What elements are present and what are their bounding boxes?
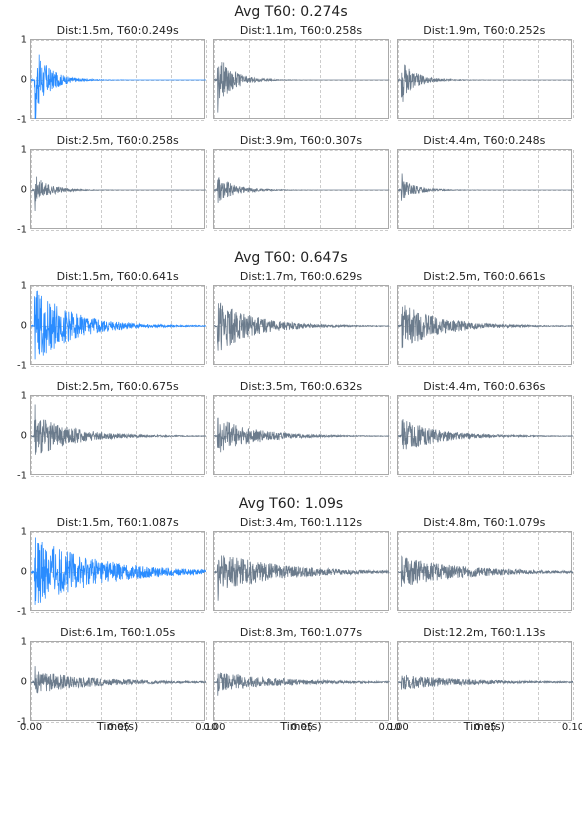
group-title: Avg T60: 0.647s <box>0 250 582 266</box>
subplot: Dist:12.2m, T60:1.13s 0.000.050.10 <box>397 626 572 721</box>
subplot: Dist:1.5m, T60:0.641s -101 <box>30 270 205 365</box>
axes: -101 <box>30 395 205 475</box>
subplot-title: Dist:4.4m, T60:0.248s <box>397 134 572 147</box>
subplot: Dist:6.1m, T60:1.05s -1010.000.050.10 <box>30 626 205 721</box>
ytick-label: -1 <box>17 361 31 372</box>
axes <box>397 285 572 365</box>
axes: 0.000.050.10 <box>213 641 388 721</box>
subplot: Dist:2.5m, T60:0.258s -101 <box>30 134 205 229</box>
axes <box>397 149 572 229</box>
ytick-label: 0 <box>21 185 31 196</box>
axes: -101 <box>30 149 205 229</box>
ytick-label: 0 <box>21 75 31 86</box>
axes <box>397 395 572 475</box>
ytick-label: 1 <box>21 527 31 538</box>
subplot: Dist:3.5m, T60:0.632s <box>213 380 388 475</box>
subplot-title: Dist:2.5m, T60:0.675s <box>30 380 205 393</box>
ytick-label: -1 <box>17 471 31 482</box>
axes: 0.000.050.10 <box>397 641 572 721</box>
group-title: Avg T60: 1.09s <box>0 496 582 512</box>
subplot-title: Dist:8.3m, T60:1.077s <box>213 626 388 639</box>
subplot-title: Dist:2.5m, T60:0.258s <box>30 134 205 147</box>
ytick-label: -1 <box>17 225 31 236</box>
group-title: Avg T60: 0.274s <box>0 4 582 20</box>
ytick-label: 0 <box>21 431 31 442</box>
subplot-title: Dist:1.1m, T60:0.258s <box>213 24 388 37</box>
subplot-title: Dist:6.1m, T60:1.05s <box>30 626 205 639</box>
subplot-title: Dist:1.7m, T60:0.629s <box>213 270 388 283</box>
subplot: Dist:3.9m, T60:0.307s <box>213 134 388 229</box>
axes <box>397 531 572 611</box>
axes <box>397 39 572 119</box>
axes: -101 <box>30 285 205 365</box>
subplot: Dist:8.3m, T60:1.077s 0.000.050.10 <box>213 626 388 721</box>
subplot-title: Dist:4.4m, T60:0.636s <box>397 380 572 393</box>
subplot: Dist:1.9m, T60:0.252s <box>397 24 572 119</box>
subplot: Dist:4.4m, T60:0.248s <box>397 134 572 229</box>
subplot: Dist:1.5m, T60:0.249s -101 <box>30 24 205 119</box>
ytick-label: 1 <box>21 391 31 402</box>
ytick-label: 1 <box>21 145 31 156</box>
subplot: Dist:4.4m, T60:0.636s <box>397 380 572 475</box>
ytick-label: -1 <box>17 115 31 126</box>
subplot-title: Dist:4.8m, T60:1.079s <box>397 516 572 529</box>
subplot: Dist:1.5m, T60:1.087s -101 <box>30 516 205 611</box>
subplot: Dist:2.5m, T60:0.661s <box>397 270 572 365</box>
axes: -1010.000.050.10 <box>30 641 205 721</box>
subplot: Dist:4.8m, T60:1.079s <box>397 516 572 611</box>
subplot-title: Dist:3.9m, T60:0.307s <box>213 134 388 147</box>
xlabel: Time(s) <box>397 720 572 733</box>
subplot-title: Dist:1.9m, T60:0.252s <box>397 24 572 37</box>
ytick-label: 1 <box>21 637 31 648</box>
subplot: Dist:3.4m, T60:1.112s <box>213 516 388 611</box>
xlabel: Time(s) <box>30 720 205 733</box>
ytick-label: 0 <box>21 567 31 578</box>
axes <box>213 149 388 229</box>
ytick-label: -1 <box>17 607 31 618</box>
axes <box>213 395 388 475</box>
subplot-title: Dist:1.5m, T60:0.249s <box>30 24 205 37</box>
subplot-title: Dist:12.2m, T60:1.13s <box>397 626 572 639</box>
xlabel: Time(s) <box>213 720 388 733</box>
subplot-title: Dist:3.4m, T60:1.112s <box>213 516 388 529</box>
subplot: Dist:1.1m, T60:0.258s <box>213 24 388 119</box>
axes <box>213 285 388 365</box>
subplot-title: Dist:3.5m, T60:0.632s <box>213 380 388 393</box>
ytick-label: 0 <box>21 677 31 688</box>
subplot: Dist:1.7m, T60:0.629s <box>213 270 388 365</box>
subplot-title: Dist:1.5m, T60:1.087s <box>30 516 205 529</box>
ytick-label: 1 <box>21 35 31 46</box>
subplot-title: Dist:1.5m, T60:0.641s <box>30 270 205 283</box>
axes <box>213 531 388 611</box>
subplot: Dist:2.5m, T60:0.675s -101 <box>30 380 205 475</box>
ytick-label: 1 <box>21 281 31 292</box>
figure: Avg T60: 0.274sDist:1.5m, T60:0.249s-101… <box>0 0 582 834</box>
axes: -101 <box>30 39 205 119</box>
axes: -101 <box>30 531 205 611</box>
ytick-label: 0 <box>21 321 31 332</box>
axes <box>213 39 388 119</box>
subplot-title: Dist:2.5m, T60:0.661s <box>397 270 572 283</box>
